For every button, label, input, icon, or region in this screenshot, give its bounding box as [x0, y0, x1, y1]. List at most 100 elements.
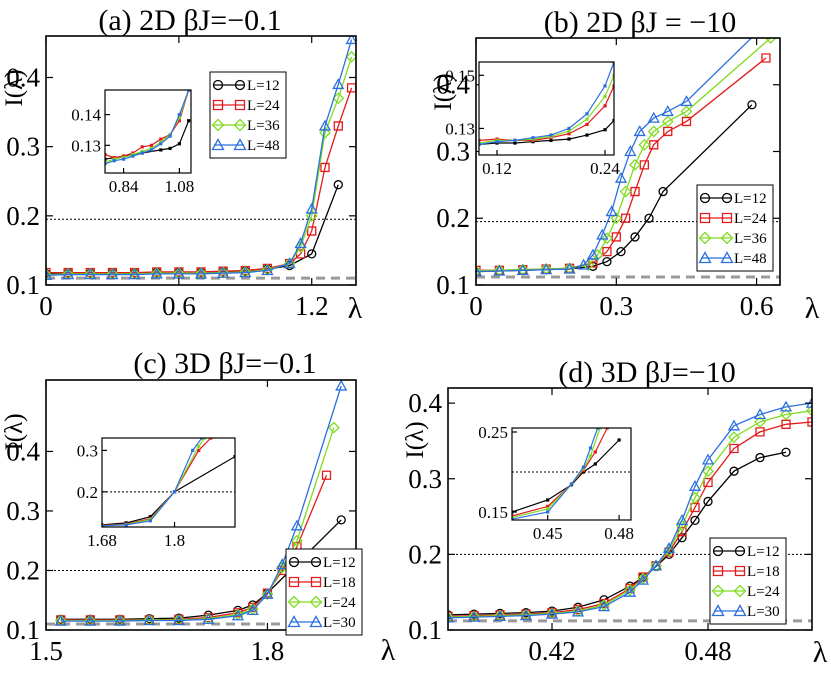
legend-label: L=12 [747, 544, 780, 560]
inset-point [187, 90, 191, 92]
inset-point [567, 132, 571, 136]
inset-point [148, 515, 152, 519]
data-point [610, 212, 623, 225]
inset-point [585, 112, 589, 116]
inset-point [479, 142, 481, 146]
data-point [624, 145, 637, 157]
data-point [601, 232, 613, 245]
inset-point [121, 157, 126, 161]
data-point [690, 515, 700, 525]
legend-marker [711, 584, 725, 598]
inset-point [177, 116, 181, 120]
legend-marker [309, 615, 323, 628]
data-point [261, 588, 274, 601]
inset-x-tick-label: 0.12 [482, 159, 512, 178]
inset-point [102, 524, 104, 527]
inset: 0.12 0.24 0.13 0.15 [445, 61, 620, 178]
legend: L=12 L=18 L=24 L=30 [285, 548, 363, 636]
data-point [675, 514, 689, 525]
inset-x-tick-label: 1.8 [164, 531, 185, 550]
legend-marker [287, 615, 301, 628]
data-point [644, 213, 654, 223]
data-point [728, 431, 740, 444]
data-point [577, 258, 590, 270]
data-point [84, 614, 97, 626]
legend-label: L=12 [323, 555, 356, 571]
data-point [476, 265, 482, 277]
data-point [630, 232, 640, 242]
legend-marker [287, 595, 301, 609]
inset-x-tick-label: 0.45 [533, 524, 563, 543]
data-point [779, 400, 793, 412]
legend-label: L=48 [247, 138, 280, 154]
legend-marker [234, 79, 246, 91]
data-point [307, 226, 317, 236]
legend-marker [234, 99, 246, 111]
data-point [519, 609, 533, 621]
data-point [305, 209, 318, 222]
inset-point [603, 84, 607, 88]
data-point [702, 465, 714, 478]
data-point [649, 140, 659, 150]
data-point [336, 515, 346, 525]
data-point [661, 115, 674, 128]
data-point [619, 185, 632, 198]
data-point [476, 265, 483, 277]
inset-series [105, 90, 191, 166]
data-point [623, 585, 637, 597]
inset-point [149, 148, 154, 152]
data-point [333, 180, 343, 190]
inset-point [159, 142, 163, 146]
legend-marker [698, 251, 712, 264]
inset-line-L=24 [105, 90, 190, 159]
legend-marker [699, 212, 711, 224]
data-point [647, 125, 660, 138]
inset-y-tick-label: 0.25 [478, 423, 508, 442]
inset-y-tick-label: 0.13 [445, 119, 475, 138]
inset-y-tick-label: 0.3 [77, 441, 98, 460]
data-point [633, 125, 646, 137]
inset-point [187, 119, 191, 123]
plot-frame [45, 35, 357, 286]
inset-point [549, 133, 553, 137]
legend-marker [310, 556, 322, 568]
x-tick-label: 0 [469, 291, 483, 321]
y-tick-label: 0.1 [436, 270, 470, 300]
inset-point [200, 438, 204, 440]
inset-point [149, 143, 154, 147]
data-point [345, 36, 356, 45]
y-tick-label: 0.2 [408, 539, 442, 569]
x-tick-label: 0.6 [740, 291, 774, 321]
x-tick-label: 0.6 [162, 291, 196, 321]
inset: 0.45 0.48 0.15 0.25 [478, 423, 634, 543]
data-point [688, 479, 702, 491]
data-point [231, 609, 245, 621]
inset-point [159, 137, 163, 141]
panel-title: (c) 3D βJ=−0.1 [133, 347, 316, 380]
inset-point [191, 448, 195, 453]
data-point [516, 263, 529, 275]
legend-label: L=18 [323, 575, 356, 591]
legend: L=12 L=24 L=36 L=48 [209, 71, 287, 159]
data-point [755, 427, 765, 437]
data-point [54, 614, 67, 626]
inset-point [197, 448, 201, 453]
inset-frame [478, 61, 615, 156]
data-point [291, 534, 303, 547]
inset-point [177, 112, 181, 117]
data-point [602, 256, 612, 267]
inset-point [588, 454, 593, 458]
x-tick-label: 0 [39, 291, 53, 321]
data-point [143, 614, 156, 626]
data-point [597, 600, 611, 612]
data-point [701, 453, 715, 465]
inset-point [603, 128, 607, 132]
legend-label: L=30 [323, 615, 356, 631]
data-point [261, 587, 274, 599]
data-point [202, 612, 215, 624]
series-line-L=30 [448, 402, 812, 619]
data-point [321, 470, 332, 480]
legend-label: L=36 [247, 118, 280, 134]
data-point [319, 126, 331, 139]
data-point [320, 162, 330, 173]
